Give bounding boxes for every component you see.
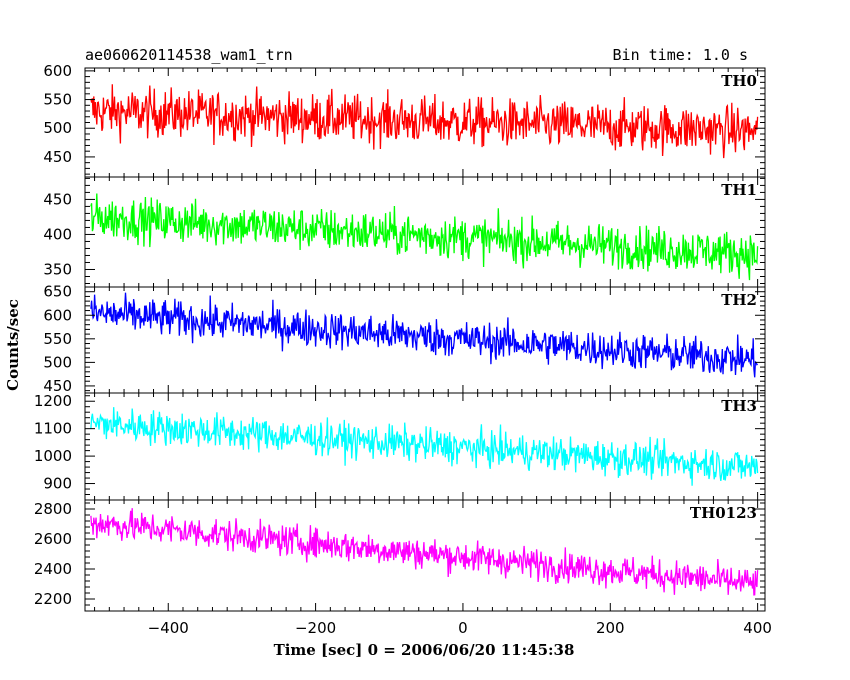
x-tick-label: 200 bbox=[596, 619, 625, 637]
x-tick-label: 400 bbox=[743, 619, 772, 637]
y-tick-label: 450 bbox=[43, 377, 72, 395]
y-tick-label: 550 bbox=[43, 91, 72, 109]
y-tick-label: 2600 bbox=[34, 530, 72, 548]
series-label-th1: TH1 bbox=[721, 181, 757, 199]
panels-group: 450 500 550 600 TH0 350 400 450 TH1 450 500 550 600 6… bbox=[34, 62, 766, 612]
y-axis-title: Counts/sec bbox=[4, 299, 22, 391]
x-axis: −400 −200 0 200 400 bbox=[148, 619, 772, 637]
series-label-th2: TH2 bbox=[721, 291, 757, 309]
y-tick-label: 450 bbox=[43, 190, 72, 208]
x-tick-label: 0 bbox=[458, 619, 468, 637]
y-tick-label: 2400 bbox=[34, 560, 72, 578]
y-tick-label: 1100 bbox=[34, 420, 72, 438]
series-label-th3: TH3 bbox=[721, 397, 757, 415]
y-tick-label: 550 bbox=[43, 330, 72, 348]
panel-frame bbox=[84, 499, 766, 612]
series-label-th0123: TH0123 bbox=[690, 504, 757, 522]
y-tick-label: 450 bbox=[43, 148, 72, 166]
y-tick-label: 400 bbox=[43, 225, 72, 243]
series-line-th2 bbox=[90, 292, 759, 378]
y-tick-label: 650 bbox=[43, 283, 72, 301]
y-tick-label: 500 bbox=[43, 119, 72, 137]
y-tick-label: 2200 bbox=[34, 590, 72, 608]
series-line-th0 bbox=[90, 84, 759, 159]
y-tick-label: 600 bbox=[43, 306, 72, 324]
y-tick-label: 1200 bbox=[34, 392, 72, 410]
panel-th2: 450 500 550 600 650 TH2 bbox=[43, 283, 766, 395]
x-tick-label: −400 bbox=[148, 619, 189, 637]
x-axis-title: Time [sec] 0 = 2006/06/20 11:45:38 bbox=[274, 641, 575, 659]
y-tick-label: 900 bbox=[43, 475, 72, 493]
chart-title: ae060620114538_wam1_trn bbox=[85, 46, 293, 64]
series-line-th0123 bbox=[90, 508, 759, 596]
panel-th0123: 2200 2400 2600 2800 TH0123 bbox=[34, 499, 766, 612]
y-tick-label: 350 bbox=[43, 260, 72, 278]
y-tick-label: 1000 bbox=[34, 447, 72, 465]
series-line-th1 bbox=[90, 193, 759, 281]
series-line-th3 bbox=[90, 407, 759, 486]
panel-th3: 900 1000 1100 1200 TH3 bbox=[34, 392, 766, 501]
panel-th0: 450 500 550 600 TH0 bbox=[43, 62, 766, 178]
series-label-th0: TH0 bbox=[721, 72, 757, 90]
panel-th1: 350 400 450 TH1 bbox=[43, 176, 766, 288]
x-tick-label: −200 bbox=[295, 619, 336, 637]
y-tick-label: 2800 bbox=[34, 500, 72, 518]
y-tick-label: 500 bbox=[43, 353, 72, 371]
bin-time-label: Bin time: 1.0 s bbox=[613, 46, 748, 64]
y-tick-label: 600 bbox=[43, 62, 72, 80]
